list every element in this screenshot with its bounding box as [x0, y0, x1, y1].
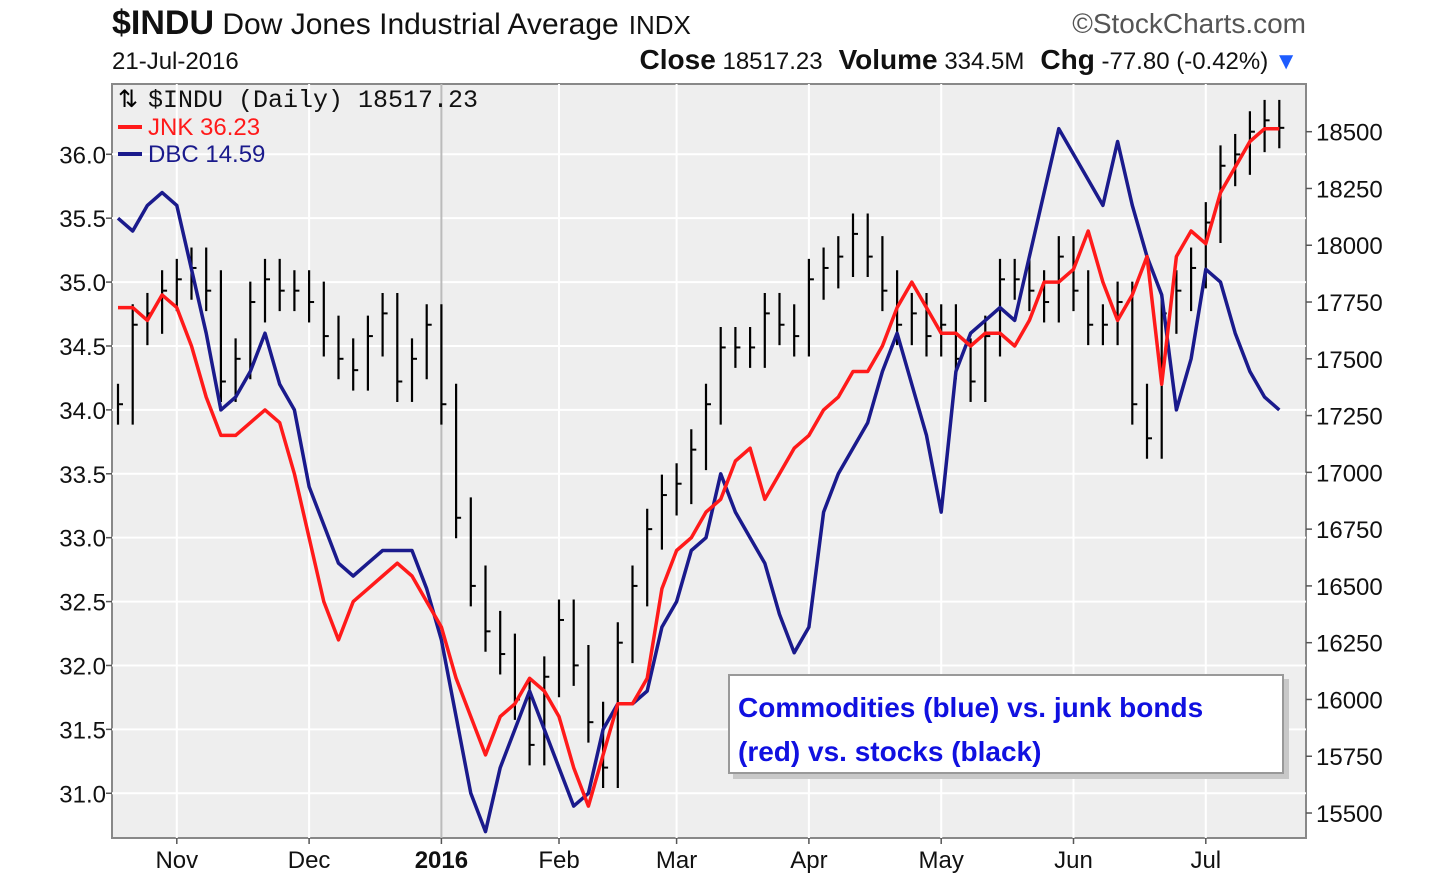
legend-jnk: JNK 36.23	[148, 114, 260, 141]
chg-dropdown-icon[interactable]: ▼	[1274, 48, 1298, 75]
right-tick-label: 17000	[1316, 460, 1383, 487]
right-tick-label: 17750	[1316, 290, 1383, 317]
right-tick-label: 16000	[1316, 687, 1383, 714]
legend: ⇅ $INDU (Daily) 18517.23 JNK 36.23 DBC 1…	[118, 86, 478, 168]
left-tick-label: 32.0	[59, 653, 106, 680]
right-tick-label: 16750	[1316, 517, 1383, 544]
x-tick-label: Feb	[538, 847, 579, 874]
right-tick-label: 15500	[1316, 801, 1383, 828]
chg-value: -77.80 (-0.42%)	[1101, 48, 1269, 75]
left-tick-label: 34.0	[59, 398, 106, 425]
ticker-symbol: $INDU	[112, 4, 215, 42]
left-tick-label: 31.0	[59, 781, 106, 808]
right-tick-label: 18250	[1316, 176, 1383, 203]
volume-value: 334.5M	[944, 48, 1025, 75]
x-tick-label: May	[919, 847, 964, 874]
x-tick-label: Jul	[1190, 847, 1221, 874]
left-tick-label: 35.0	[59, 270, 106, 297]
stats-row: Close 18517.23 Volume 334.5M Chg -77.80 (-…	[624, 44, 1298, 76]
right-tick-label: 16250	[1316, 631, 1383, 658]
left-tick-label: 36.0	[59, 142, 106, 169]
chart-title: $INDU Dow Jones Industrial Average INDX	[112, 4, 691, 43]
brand-watermark: ©StockCharts.com	[1072, 8, 1306, 39]
x-axis: Nov Dec 2016 Feb Mar Apr May Jun Jul	[155, 838, 1221, 874]
chg-label: Chg	[1040, 44, 1095, 75]
x-tick-label: 2016	[415, 847, 468, 874]
left-tick-label: 33.5	[59, 462, 106, 489]
legend-dbc: DBC 14.59	[148, 141, 265, 168]
left-tick-label: 32.5	[59, 590, 106, 617]
x-tick-label: Nov	[155, 847, 198, 874]
index-name: Dow Jones Industrial Average	[222, 8, 619, 41]
exchange-label: INDX	[628, 10, 691, 40]
series-lines	[116, 126, 1281, 834]
right-tick-label: 15750	[1316, 744, 1383, 771]
x-tick-label: Mar	[656, 847, 697, 874]
volume-label: Volume	[838, 44, 938, 75]
right-tick-label: 17500	[1316, 347, 1383, 374]
annotation-line-2: (red) vs. stocks (black)	[738, 736, 1042, 767]
annotation-box: Commodities (blue) vs. junk bonds (red) …	[728, 674, 1284, 774]
close-label: Close	[639, 44, 716, 75]
x-tick-label: Jun	[1054, 847, 1093, 874]
x-tick-label: Apr	[790, 847, 827, 874]
left-axis: 31.0 31.5 32.0 32.5 33.0 33.5 34.0 34.5 35.0 35.5…	[59, 142, 112, 808]
series-line-jnk	[118, 126, 1280, 808]
legend-indu-icon: ⇅	[118, 86, 138, 113]
annotation-line-1: Commodities (blue) vs. junk bonds	[738, 692, 1204, 723]
right-tick-label: 18500	[1316, 120, 1383, 147]
x-tick-label: Dec	[288, 847, 331, 874]
right-tick-label: 17250	[1316, 404, 1383, 431]
close-value: 18517.23	[722, 48, 823, 75]
right-tick-label: 16500	[1316, 574, 1383, 601]
left-tick-label: 33.0	[59, 526, 106, 553]
chart-date: 21-Jul-2016	[112, 48, 239, 75]
right-axis: 15500 15750 16000 16250 16500 16750 17000 17250…	[1306, 120, 1383, 828]
left-tick-label: 34.5	[59, 334, 106, 361]
right-tick-label: 18000	[1316, 233, 1383, 260]
series-line-dbc	[116, 126, 1281, 834]
left-tick-label: 35.5	[59, 206, 106, 233]
left-tick-label: 31.5	[59, 717, 106, 744]
legend-indu: $INDU (Daily) 18517.23	[148, 86, 478, 115]
